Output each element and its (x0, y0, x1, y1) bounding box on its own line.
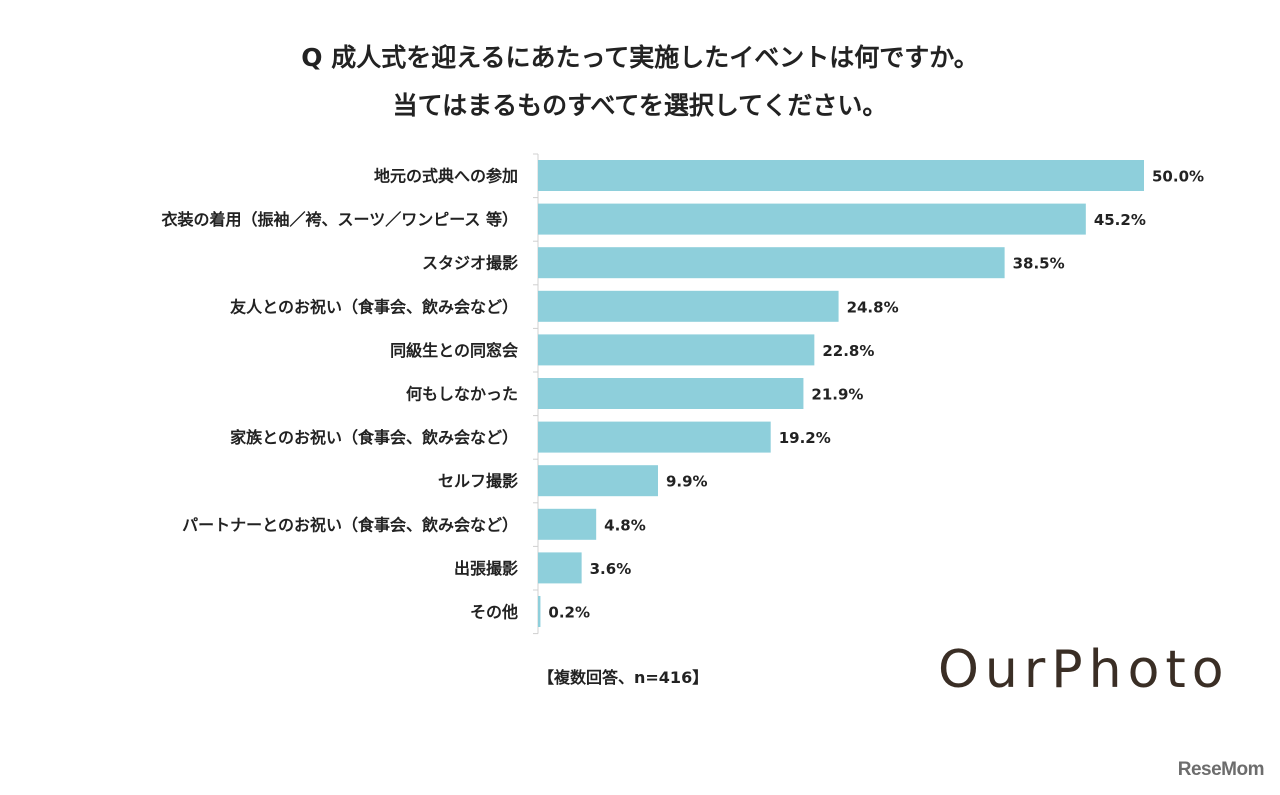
category-label: 地元の式典への参加 (374, 167, 518, 186)
category-label: その他 (470, 603, 518, 622)
bar (538, 552, 582, 584)
category-label: スタジオ撮影 (422, 254, 518, 273)
value-label: 21.9% (811, 386, 863, 404)
bar (538, 421, 771, 453)
category-label: 何もしなかった (406, 385, 518, 404)
category-label: 衣装の着用（振袖／袴、スーツ／ワンピース 等） (162, 210, 518, 229)
bar (538, 596, 541, 627)
bar (538, 334, 815, 366)
value-label: 24.8% (847, 298, 899, 316)
category-label: セルフ撮影 (438, 472, 518, 491)
value-label: 0.2% (548, 604, 590, 622)
sample-note: 【複数回答、n=416】 (538, 668, 709, 687)
value-label: 38.5% (1013, 255, 1065, 273)
bar (538, 247, 1005, 279)
category-label: 友人とのお祝い（食事会、飲み会など） (230, 297, 518, 316)
resemom-watermark: ReseMom (1177, 759, 1265, 780)
category-label: 出張撮影 (454, 559, 518, 578)
value-label: 50.0% (1152, 168, 1204, 186)
category-label: 同級生との同窓会 (390, 341, 518, 360)
bar (538, 203, 1086, 235)
chart-title: Q 成人式を迎えるにあたって実施したイベントは何ですか。 (301, 43, 979, 72)
category-label: パートナーとのお祝い（食事会、飲み会など） (182, 515, 518, 534)
value-label: 19.2% (779, 429, 831, 447)
value-label: 3.6% (590, 560, 632, 578)
bar-chart: 地元の式典への参加 50.0% 衣装の着用（振袖／袴、スーツ／ワンピース 等） 45.… (162, 153, 1204, 635)
ourphoto-logo: OurPhoto (938, 640, 1230, 700)
value-label: 4.8% (604, 516, 646, 534)
value-label: 9.9% (666, 473, 708, 491)
category-label: 家族とのお祝い（食事会、飲み会など） (230, 428, 518, 447)
bar (538, 465, 658, 497)
value-label: 45.2% (1094, 211, 1146, 229)
bar (538, 160, 1144, 191)
value-label: 22.8% (822, 342, 874, 360)
bar (538, 508, 597, 540)
bar (538, 290, 839, 322)
chart-subtitle: 当てはまるものすべてを選択してください。 (392, 91, 888, 120)
bar (538, 378, 804, 409)
